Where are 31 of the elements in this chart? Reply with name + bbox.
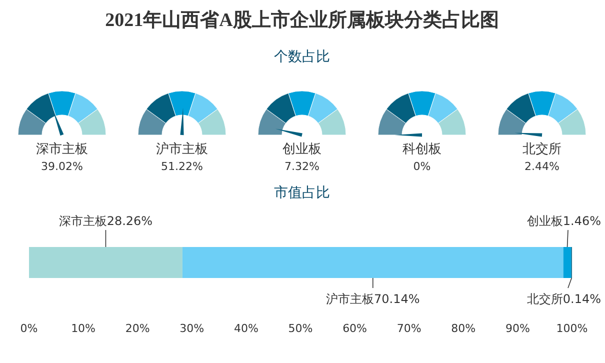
chart-title: 市值占比 [274, 185, 330, 201]
bar [29, 247, 182, 278]
x-tick-label: 80% [451, 322, 476, 335]
x-tick-label: 70% [396, 322, 422, 335]
data-label: 2.44% [524, 160, 560, 173]
data-label: 7.32% [284, 160, 320, 173]
category-label: 北交所 [522, 141, 562, 157]
text: 创业板1.46% [526, 214, 601, 228]
text: 深市主板28.26% [58, 214, 153, 228]
x-tick-label: 30% [180, 322, 204, 335]
x-tick-label: 40% [234, 322, 258, 335]
text: 北交所0.14% [526, 292, 601, 306]
x-tick-label: 50% [288, 322, 313, 335]
category-label: 沪市主板 [156, 141, 208, 157]
x-tick-label: 0% [20, 322, 38, 335]
text: 2021年山西省A股上市企业所属板块分类占比图 [105, 9, 499, 31]
bar [563, 247, 572, 278]
text: 个数占比 [274, 49, 330, 65]
x-tick-label: 20% [125, 322, 150, 335]
x-tick-label: 10% [71, 322, 96, 335]
x-tick-label: 60% [342, 322, 368, 335]
category-label: 科创板 [402, 142, 442, 157]
text: 沪市主板70.14% [326, 292, 420, 306]
data-label: 39.02% [41, 160, 83, 173]
data-label: 0% [413, 160, 431, 173]
bar [182, 247, 564, 278]
category-label: 深市主板 [36, 141, 88, 157]
x-tick-label: 100% [556, 322, 588, 335]
x-tick-label: 90% [505, 322, 530, 335]
category-label: 创业板 [282, 142, 322, 157]
data-label: 51.22% [161, 160, 203, 173]
